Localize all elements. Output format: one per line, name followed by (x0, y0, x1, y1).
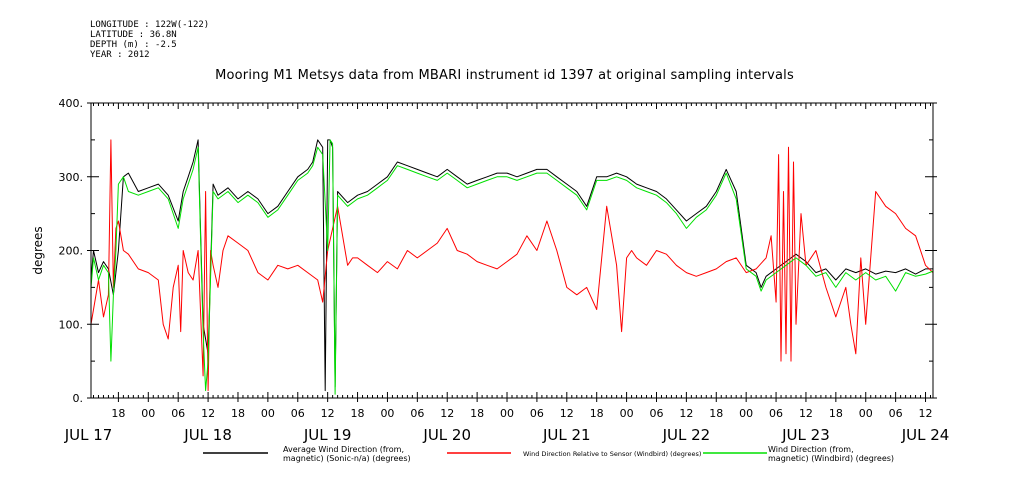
legend-label: Wind Direction Relative to Sensor (Windb… (523, 450, 701, 458)
chart-title: Mooring M1 Metsys data from MBARI instru… (215, 68, 794, 83)
y-tick-label: 100. (59, 318, 84, 331)
legend-label: magnetic) (Sonic-n/a) (degrees) (283, 454, 411, 463)
year-text: YEAR : 2012 (90, 50, 150, 60)
latitude-text: LATITUDE : 36.8N (90, 30, 177, 40)
chart-legend: Average Wind Direction (from,magnetic) (… (203, 445, 894, 463)
x-day-label: JUL 22 (662, 426, 711, 444)
x-tick-label: 00 (141, 407, 155, 420)
y-axis-label: degrees (31, 226, 45, 274)
x-day-label: JUL 17 (64, 426, 113, 444)
x-tick-label: 06 (769, 407, 783, 420)
x-tick-label: 06 (410, 407, 424, 420)
y-tick-label: 200. (59, 245, 84, 258)
longitude-text: LONGITUDE : 122W(-122) (90, 20, 210, 30)
x-tick-label: 18 (590, 407, 604, 420)
chart-series (90, 139, 934, 395)
legend-label: Average Wind Direction (from, (283, 445, 404, 454)
x-day-label: JUL 23 (781, 426, 830, 444)
y-tick-label: 300. (59, 171, 84, 184)
y-tick-label: 400. (59, 97, 84, 110)
x-tick-label: 18 (470, 407, 484, 420)
x-tick-label: 00 (859, 407, 873, 420)
x-tick-label: 18 (829, 407, 843, 420)
x-tick-label: 18 (111, 407, 125, 420)
x-tick-label: 12 (560, 407, 574, 420)
x-day-label: JUL 20 (422, 426, 471, 444)
x-tick-label: 00 (500, 407, 514, 420)
chart-axes: 0. 100. 200. 300. 400. degrees 18 00 06 12 18 00 06 1… (31, 97, 949, 444)
x-tick-label: 12 (919, 407, 933, 420)
x-tick-label: 06 (889, 407, 903, 420)
series-line (90, 139, 934, 392)
x-tick-label: 18 (709, 407, 723, 420)
x-tick-label: 00 (739, 407, 753, 420)
x-day-label: JUL 18 (183, 426, 232, 444)
metadata-block: LONGITUDE : 122W(-122) LATITUDE : 36.8N … (90, 20, 209, 60)
series-line (90, 139, 934, 395)
x-day-label: JUL 19 (303, 426, 352, 444)
x-tick-label: 12 (440, 407, 454, 420)
series-line (90, 139, 933, 392)
x-tick-label: 00 (380, 407, 394, 420)
x-tick-label: 06 (171, 407, 185, 420)
x-tick-label: 12 (321, 407, 335, 420)
x-tick-label: 06 (291, 407, 305, 420)
plot-frame (90, 102, 934, 399)
x-tick-label: 06 (530, 407, 544, 420)
x-tick-label: 12 (679, 407, 693, 420)
x-tick-label: 06 (649, 407, 663, 420)
legend-label: magnetic) (Windbird) (degrees) (768, 454, 894, 463)
x-tick-label: 18 (351, 407, 365, 420)
x-tick-label: 12 (201, 407, 215, 420)
x-day-label: JUL 24 (901, 426, 950, 444)
legend-label: Wind Direction (from, (768, 445, 854, 454)
x-tick-label: 00 (620, 407, 634, 420)
x-tick-label: 12 (799, 407, 813, 420)
y-tick-label: 0. (73, 392, 84, 405)
depth-text: DEPTH (m) : -2.5 (90, 40, 177, 50)
x-tick-label: 18 (231, 407, 245, 420)
x-tick-label: 00 (261, 407, 275, 420)
x-day-label: JUL 21 (542, 426, 591, 444)
